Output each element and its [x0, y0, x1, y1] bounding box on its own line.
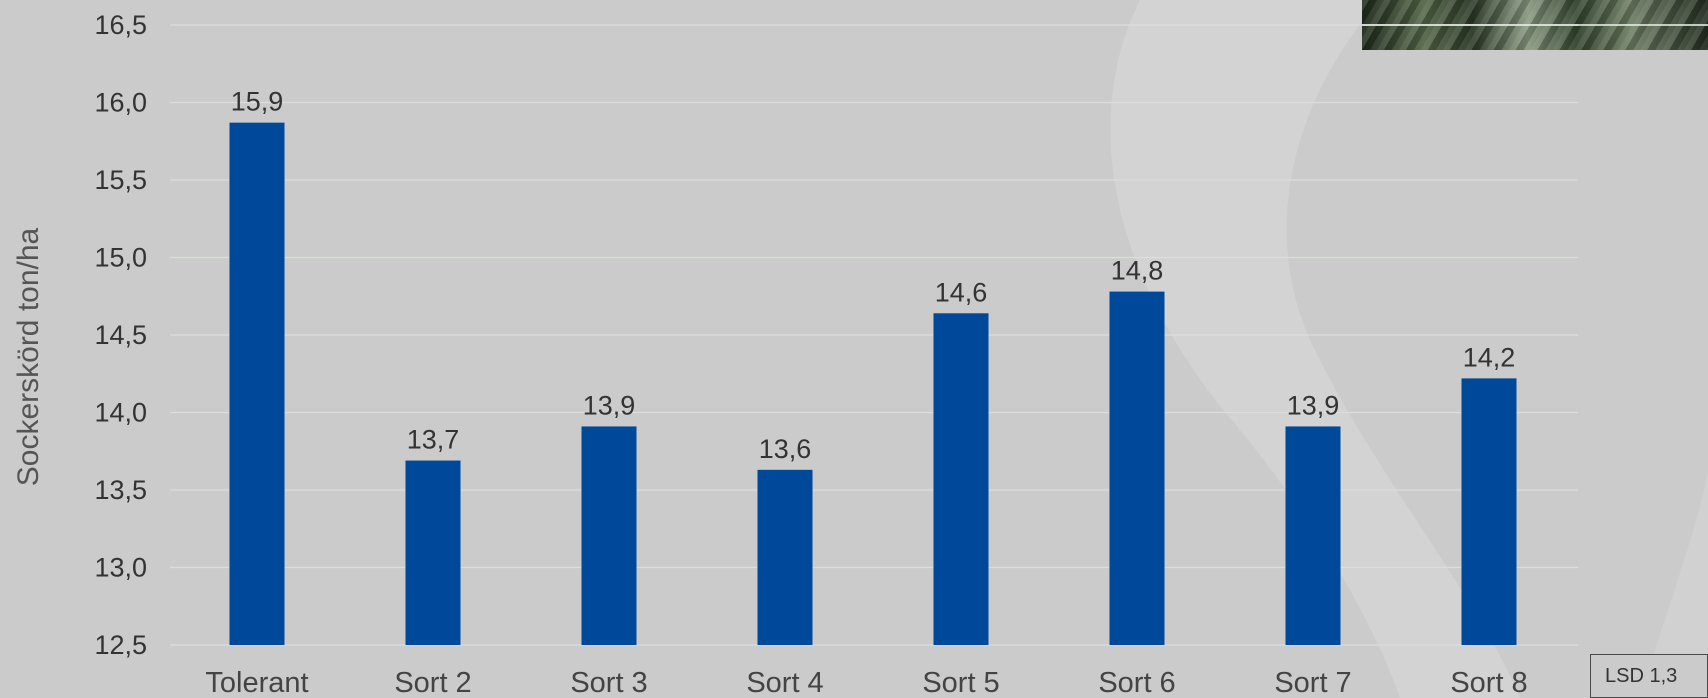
y-tick-label: 14,0	[94, 398, 147, 428]
data-label: 13,9	[1287, 390, 1340, 420]
bar	[581, 426, 637, 645]
y-tick-label: 16,5	[94, 10, 147, 40]
bar	[1461, 378, 1517, 645]
x-tick-label: Sort 8	[1450, 667, 1527, 698]
data-label: 13,9	[583, 390, 636, 420]
bar	[1109, 291, 1165, 645]
x-tick-label: Sort 5	[922, 667, 999, 698]
bar	[405, 460, 461, 645]
x-tick-label: Tolerant	[205, 667, 308, 698]
y-tick-label: 15,0	[94, 243, 147, 273]
bar	[229, 122, 285, 645]
x-tick-label: Sort 2	[394, 667, 471, 698]
x-tick-label: Sort 6	[1098, 667, 1175, 698]
x-tick-label: Sort 7	[1274, 667, 1351, 698]
y-tick-label: 13,5	[94, 475, 147, 505]
bar	[933, 313, 989, 645]
bar	[1285, 426, 1341, 645]
y-tick-label: 13,0	[94, 553, 147, 583]
y-tick-label: 16,0	[94, 88, 147, 118]
y-tick-label: 12,5	[94, 630, 147, 660]
x-tick-label: Sort 3	[570, 667, 647, 698]
y-tick-label: 14,5	[94, 320, 147, 350]
y-tick-label: 15,5	[94, 165, 147, 195]
data-label: 13,6	[759, 434, 812, 464]
x-tick-label: Sort 4	[746, 667, 823, 698]
y-axis-label: Sockerskörd ton/ha	[12, 227, 45, 486]
data-label: 15,9	[231, 87, 284, 117]
data-label: 14,8	[1111, 256, 1164, 286]
bar	[757, 469, 813, 645]
data-label: 14,2	[1463, 342, 1516, 372]
data-label: 13,7	[407, 425, 460, 455]
data-label: 14,6	[935, 277, 988, 307]
lsd-annotation: LSD 1,3	[1590, 654, 1708, 698]
